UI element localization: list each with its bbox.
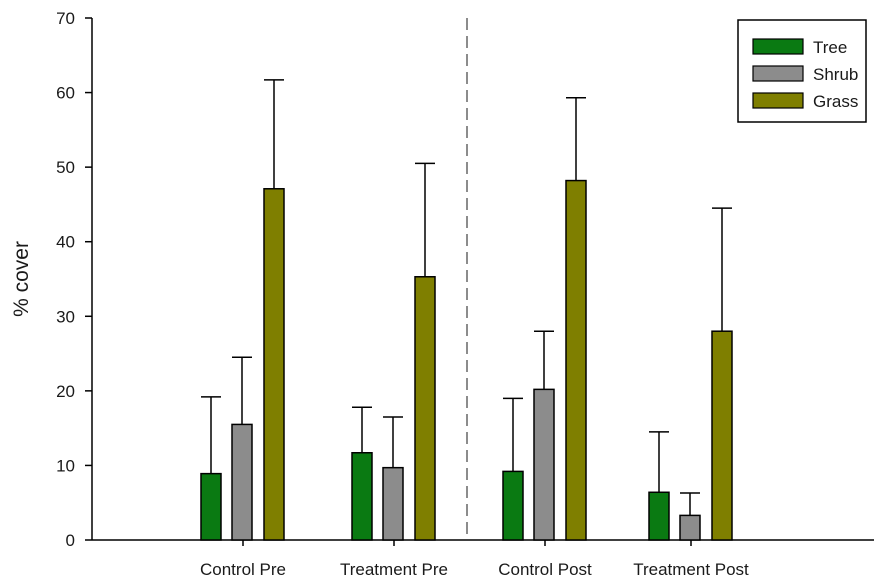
bar-shrub-treatment-pre <box>382 466 404 541</box>
bar-shrub-control-pre <box>231 423 253 541</box>
axes: 0 10 20 30 40 50 60 70 % cover Control Pre Treatme… <box>10 9 874 579</box>
bar-tree-treatment-pre <box>351 452 373 541</box>
bar-shrub-control-post <box>533 388 555 541</box>
y-axis-title: % cover <box>10 241 33 317</box>
y-tick-label: 0 <box>66 531 75 550</box>
bar-grass-treatment-pre <box>414 276 436 541</box>
y-tick-label: 10 <box>56 456 75 475</box>
legend-swatch-shrub <box>752 65 804 82</box>
bar-tree-treatment-post <box>648 491 670 541</box>
x-tick-label: Control Pre <box>200 560 286 579</box>
x-tick-label: Control Post <box>498 560 592 579</box>
bar-tree-control-post <box>502 470 524 541</box>
y-tick-label: 70 <box>56 9 75 28</box>
bar-tree-control-pre <box>200 472 222 541</box>
x-tick-label: Treatment Post <box>633 560 749 579</box>
bar-grass-control-pre <box>263 188 285 541</box>
y-tick-label: 30 <box>56 307 75 326</box>
y-tick-label: 40 <box>56 233 75 252</box>
legend-label-grass: Grass <box>813 92 858 111</box>
legend-label-shrub: Shrub <box>813 65 858 84</box>
y-tick-label: 50 <box>56 158 75 177</box>
y-tick-label: 60 <box>56 84 75 103</box>
legend-swatch-grass <box>752 92 804 109</box>
x-tick-label: Treatment Pre <box>340 560 448 579</box>
bar-grass-treatment-post <box>711 330 733 541</box>
y-tick-label: 20 <box>56 382 75 401</box>
legend-label-tree: Tree <box>813 38 847 57</box>
legend-swatch-tree <box>752 38 804 55</box>
bar-grass-control-post <box>565 179 587 541</box>
bar-shrub-treatment-post <box>679 514 701 541</box>
bars <box>200 79 733 541</box>
legend: Tree Shrub Grass <box>737 19 867 123</box>
